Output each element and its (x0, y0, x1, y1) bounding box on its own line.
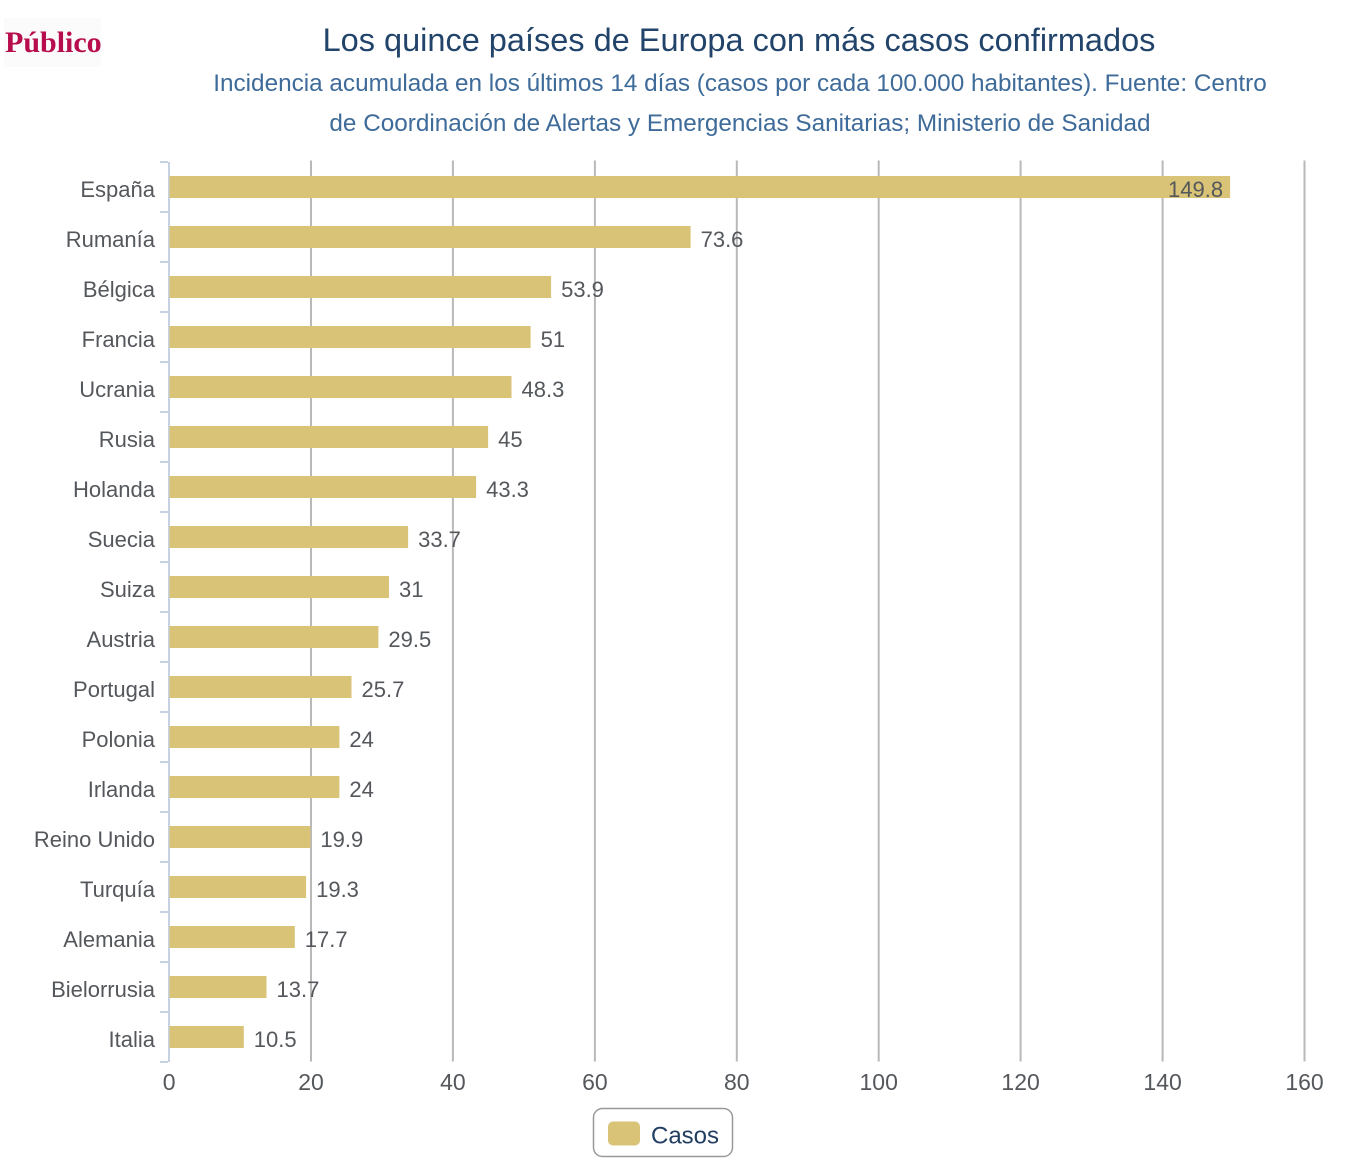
svg-text:140: 140 (1143, 1069, 1181, 1095)
svg-text:Público: Público (5, 26, 102, 59)
svg-text:Suecia: Suecia (88, 527, 156, 552)
svg-text:Ucrania: Ucrania (79, 377, 156, 402)
svg-text:Bélgica: Bélgica (83, 277, 156, 302)
svg-text:Austria: Austria (87, 627, 156, 652)
svg-text:Italia: Italia (109, 1027, 156, 1052)
svg-text:Alemania: Alemania (63, 927, 155, 952)
svg-text:29.5: 29.5 (388, 627, 431, 652)
svg-text:Holanda: Holanda (73, 477, 156, 502)
svg-text:19.9: 19.9 (320, 827, 363, 852)
svg-text:Incidencia acumulada en los úl: Incidencia acumulada en los últimos 14 d… (213, 70, 1267, 97)
svg-text:10.5: 10.5 (254, 1027, 297, 1052)
svg-text:Portugal: Portugal (73, 677, 155, 702)
svg-text:Reino Unido: Reino Unido (34, 827, 155, 852)
svg-text:de Coordinación de Alertas y E: de Coordinación de Alertas y Emergencias… (329, 110, 1150, 137)
svg-text:120: 120 (1001, 1069, 1039, 1095)
svg-text:31: 31 (399, 577, 423, 602)
svg-text:Turquía: Turquía (80, 877, 156, 902)
svg-text:43.3: 43.3 (486, 477, 529, 502)
svg-text:80: 80 (724, 1069, 750, 1095)
svg-text:100: 100 (860, 1069, 898, 1095)
svg-text:73.6: 73.6 (701, 227, 744, 252)
svg-text:149.8: 149.8 (1168, 177, 1223, 202)
svg-text:Rusia: Rusia (99, 427, 156, 452)
svg-text:13.7: 13.7 (277, 977, 320, 1002)
svg-text:0: 0 (163, 1069, 176, 1095)
svg-text:24: 24 (349, 727, 373, 752)
svg-text:160: 160 (1285, 1069, 1323, 1095)
svg-text:Bielorrusia: Bielorrusia (51, 977, 156, 1002)
svg-text:Casos: Casos (651, 1123, 719, 1150)
svg-text:40: 40 (440, 1069, 466, 1095)
svg-text:17.7: 17.7 (305, 927, 348, 952)
svg-text:Rumanía: Rumanía (66, 227, 156, 252)
svg-text:25.7: 25.7 (362, 677, 405, 702)
svg-text:Polonia: Polonia (82, 727, 156, 752)
svg-text:24: 24 (349, 777, 373, 802)
svg-text:33.7: 33.7 (418, 527, 461, 552)
svg-text:Francia: Francia (82, 327, 156, 352)
svg-text:España: España (80, 177, 155, 202)
svg-text:60: 60 (582, 1069, 608, 1095)
svg-text:53.9: 53.9 (561, 277, 604, 302)
svg-text:Suiza: Suiza (100, 577, 156, 602)
svg-text:Irlanda: Irlanda (88, 777, 156, 802)
svg-text:19.3: 19.3 (316, 877, 359, 902)
svg-text:Los quince países de Europa co: Los quince países de Europa con más caso… (323, 22, 1156, 58)
svg-text:51: 51 (541, 327, 565, 352)
svg-text:45: 45 (498, 427, 522, 452)
svg-text:20: 20 (298, 1069, 324, 1095)
svg-text:48.3: 48.3 (522, 377, 565, 402)
